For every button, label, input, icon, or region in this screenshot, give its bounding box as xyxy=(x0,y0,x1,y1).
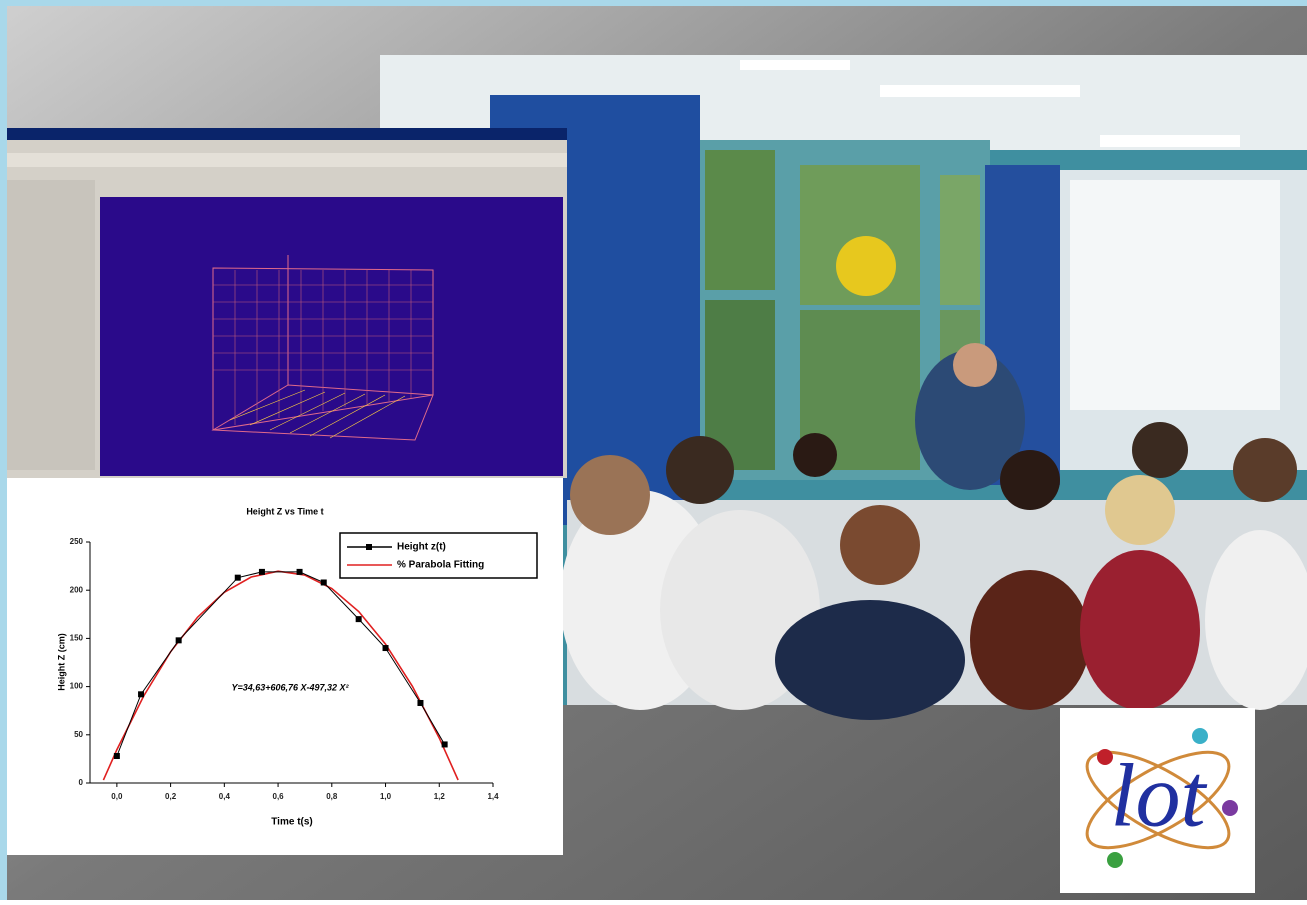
chart-title: Height Z vs Time t xyxy=(246,506,323,516)
data-point xyxy=(296,568,303,575)
legend-label: Height z(t) xyxy=(397,542,446,553)
data-point xyxy=(113,753,120,760)
data-point xyxy=(234,574,241,581)
chart: Height Z vs Time t Time t(s) Height Z (c… xyxy=(56,506,538,828)
logo: lot xyxy=(1060,708,1255,893)
x-tick-label: 1,2 xyxy=(434,792,446,801)
x-tick-label: 1,4 xyxy=(487,792,499,801)
y-tick-label: 150 xyxy=(70,634,84,643)
x-tick-label: 0,4 xyxy=(219,792,231,801)
x-tick-label: 0,2 xyxy=(165,792,177,801)
data-point xyxy=(382,645,389,652)
y-tick-label: 100 xyxy=(70,682,84,691)
data-point xyxy=(441,741,448,748)
data-point xyxy=(355,616,362,623)
x-tick-label: 1,0 xyxy=(380,792,392,801)
data-point xyxy=(258,568,265,575)
series-line xyxy=(102,570,459,781)
data-point xyxy=(138,691,145,698)
data-point xyxy=(320,579,327,586)
logo-text: lot xyxy=(1110,747,1207,846)
software-window xyxy=(7,128,567,478)
x-tick-label: 0,0 xyxy=(111,792,123,801)
y-tick-label: 50 xyxy=(74,730,83,739)
legend-box xyxy=(339,532,538,579)
y-tick-label: 250 xyxy=(70,537,84,546)
legend-marker xyxy=(366,544,372,550)
x-tick-label: 0,6 xyxy=(273,792,285,801)
y-tick-label: 200 xyxy=(70,585,84,594)
fit-equation: Y=34,63+606,76 X-497,32 X² xyxy=(231,682,349,692)
data-point xyxy=(417,699,424,706)
x-axis-label: Time t(s) xyxy=(271,817,313,828)
y-tick-label: 0 xyxy=(79,778,84,787)
data-point xyxy=(175,637,182,644)
y-axis-label: Height Z (cm) xyxy=(56,633,66,691)
legend-label: % Parabola Fitting xyxy=(397,560,484,571)
x-tick-label: 0,8 xyxy=(326,792,338,801)
